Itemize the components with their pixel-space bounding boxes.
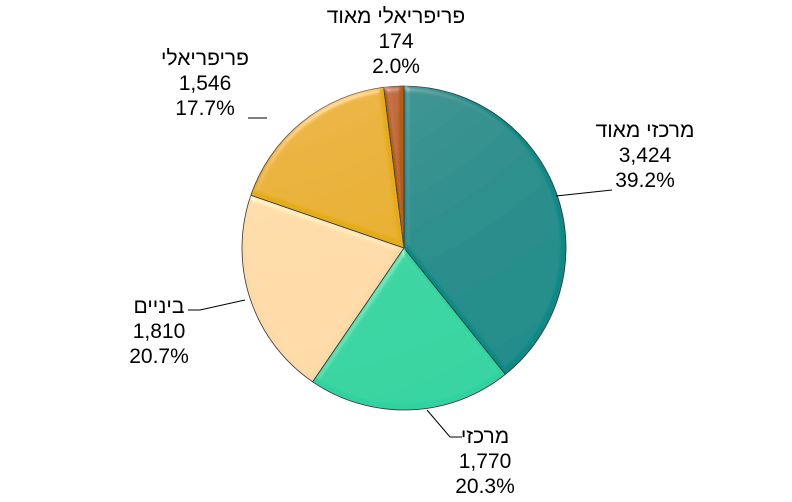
leader-line (426, 409, 462, 438)
leader-line (188, 299, 246, 311)
category-name: מרכזי מאוד (595, 119, 695, 142)
data-label-very-peripheral: פריפריאלי מאוד 174 2.0% (316, 4, 476, 79)
data-label-central: מרכזי 1,770 20.3% (430, 424, 540, 499)
percent-text: 39.2% (615, 169, 675, 192)
value-text: 1,810 (132, 320, 186, 343)
data-label-peripheral: פריפריאלי 1,546 17.7% (150, 46, 260, 121)
data-label-intermediate: ביניים 1,810 20.7% (104, 294, 214, 369)
percent-text: 17.7% (175, 97, 235, 120)
leader-line (555, 189, 613, 197)
percent-text: 2.0% (372, 55, 420, 78)
pie-slices (241, 85, 567, 411)
slice-very-central (403, 85, 567, 375)
data-label-very-central: מרכזי מאוד 3,424 39.2% (590, 118, 700, 193)
slice-peripheral (250, 86, 405, 249)
slice-intermediate (241, 194, 405, 383)
value-text: 3,424 (618, 144, 672, 167)
slice-very-peripheral (383, 85, 405, 249)
value-text: 174 (378, 30, 414, 53)
percent-text: 20.7% (129, 345, 189, 368)
category-name: מרכזי (460, 425, 510, 448)
percent-text: 20.3% (455, 475, 515, 498)
slice-central (312, 247, 506, 411)
category-name: ביניים (133, 295, 185, 318)
category-name: פריפריאלי (161, 47, 249, 70)
category-name: פריפריאלי מאוד (326, 5, 466, 28)
leader-lines (188, 117, 613, 438)
value-text: 1,770 (458, 450, 512, 473)
value-text: 1,546 (178, 72, 232, 95)
